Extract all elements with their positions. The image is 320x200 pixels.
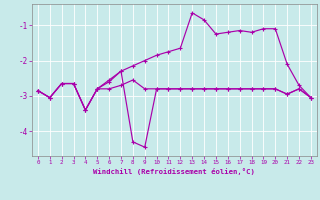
- X-axis label: Windchill (Refroidissement éolien,°C): Windchill (Refroidissement éolien,°C): [93, 168, 255, 175]
